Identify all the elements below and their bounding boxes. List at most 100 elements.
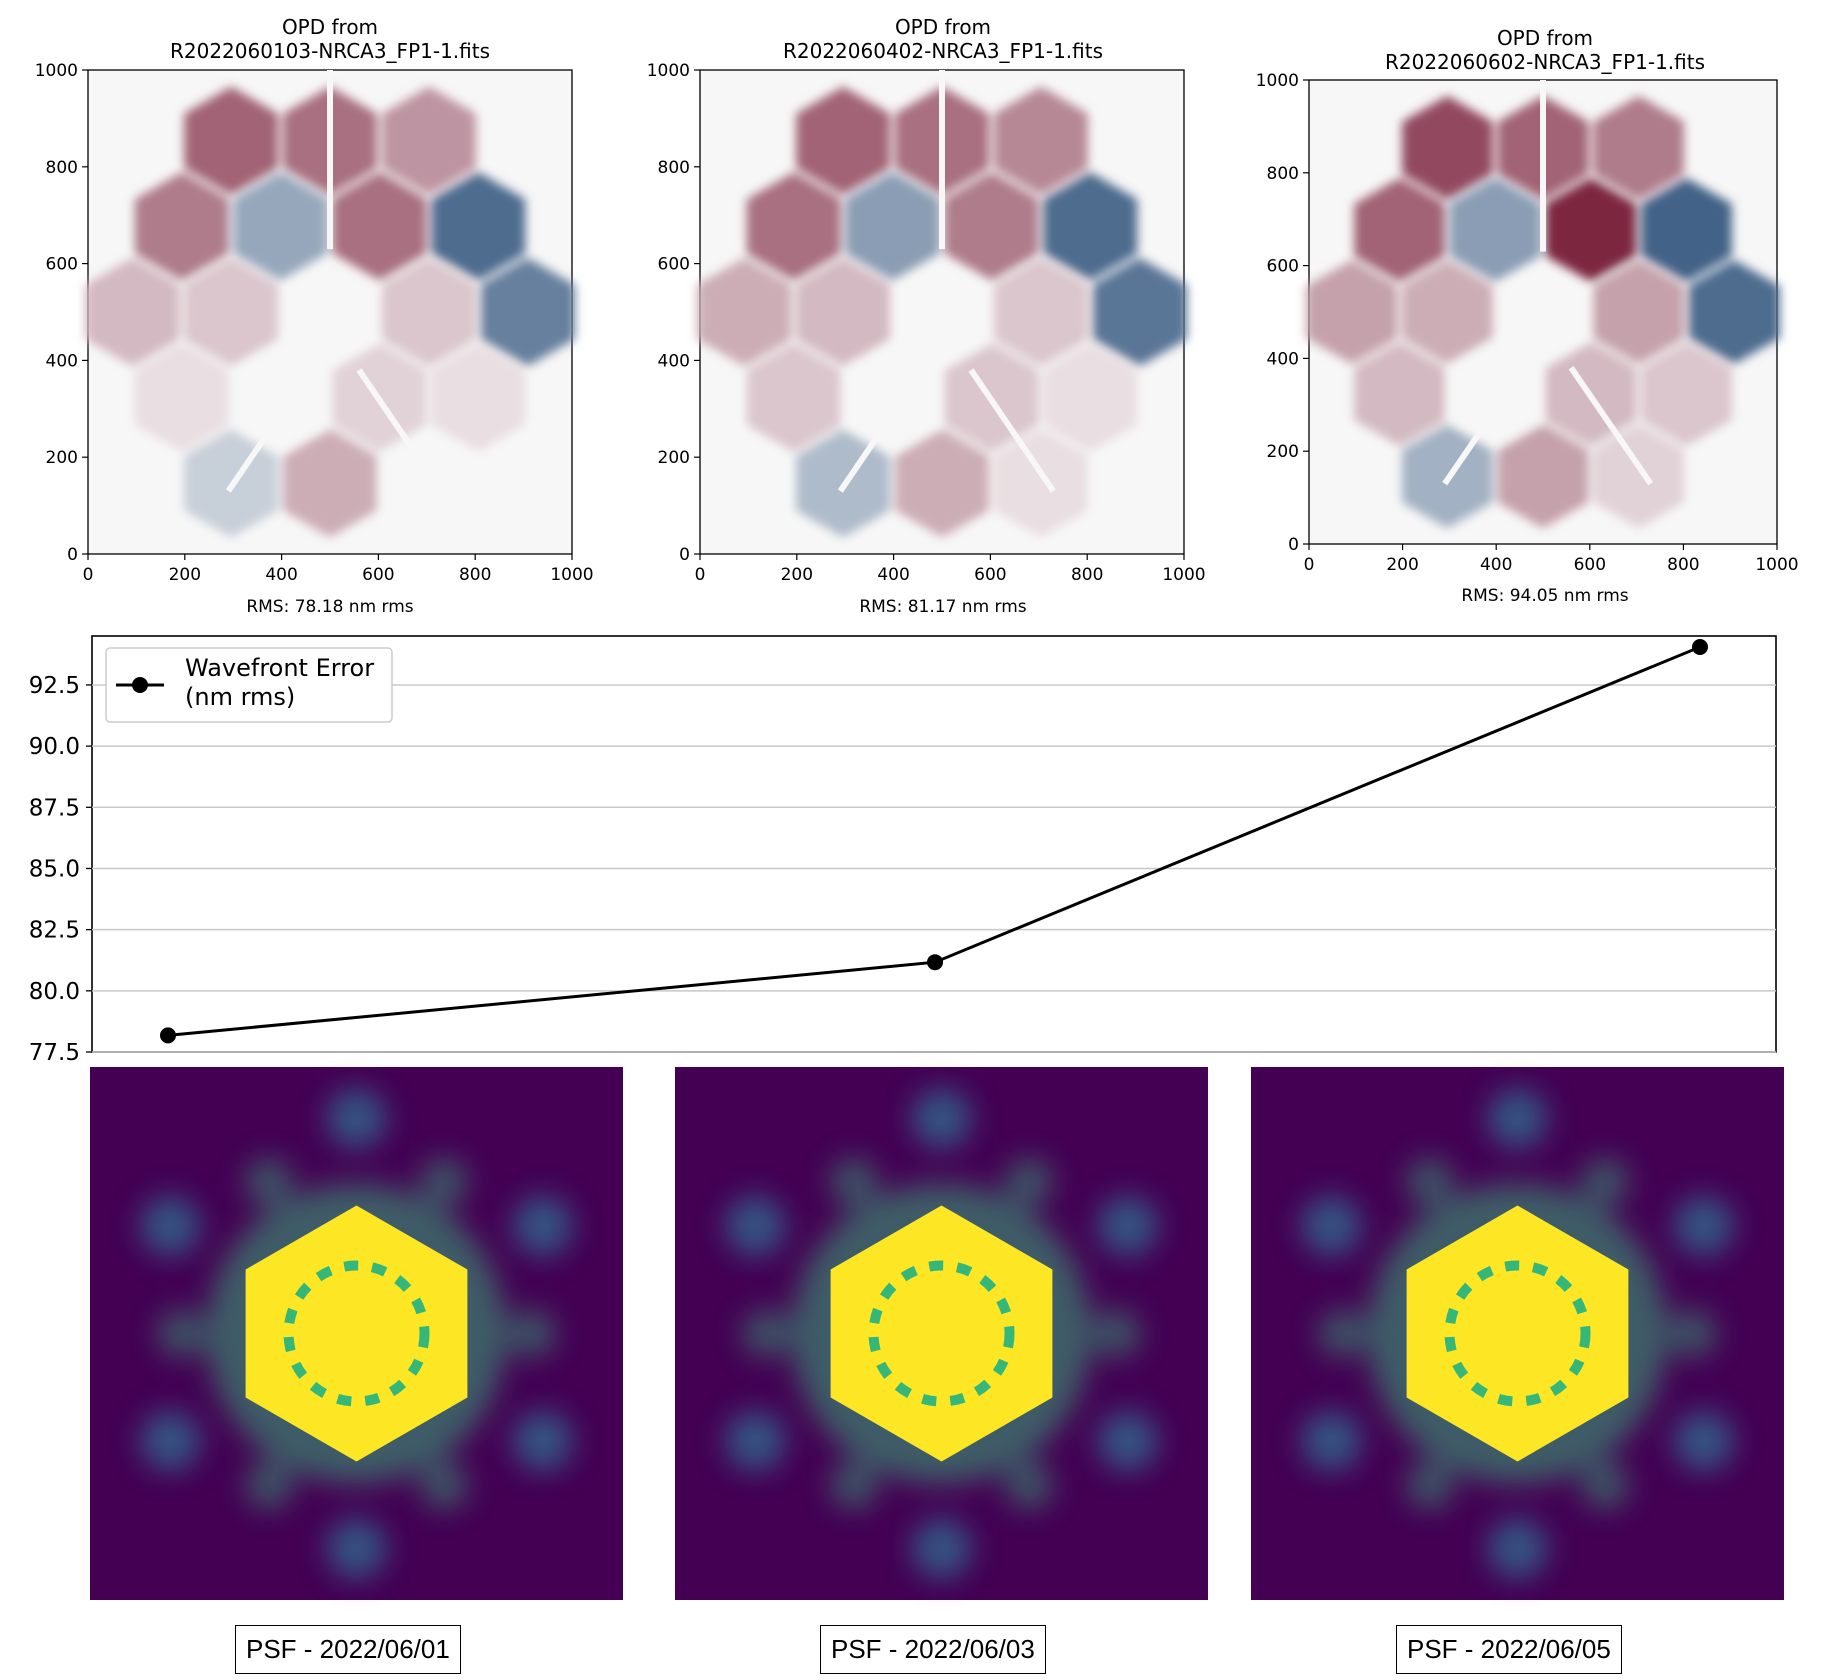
psf-speckle [420, 1461, 468, 1510]
opd-title-line1: OPD from [282, 15, 378, 39]
opd-title-line1: OPD from [895, 15, 991, 39]
opd-x-tick-label: 600 [974, 565, 1006, 585]
opd-segments [85, 86, 575, 538]
psf-speckle [725, 1411, 786, 1471]
opd-panel-3: OPD from R2022060602-NRCA3_FP1-1.fits RM… [1256, 26, 1799, 606]
mirror-segment [332, 172, 427, 281]
opd-panel-1: OPD from R2022060103-NRCA3_FP1-1.fits RM… [35, 15, 594, 617]
psf-speckle [245, 1157, 293, 1206]
psf-speckle [830, 1461, 878, 1510]
psf-speckle [326, 1518, 387, 1579]
opd-x-tick-label: 200 [169, 565, 201, 585]
opd-title-line2: R2022060602-NRCA3_FP1-1.fits [1385, 50, 1705, 74]
mirror-segment [1402, 95, 1493, 200]
opd-strut [225, 368, 314, 493]
psf-speckle [1406, 1157, 1454, 1206]
opd-x-tick-label: 200 [781, 565, 813, 585]
legend-label-line2: (nm rms) [185, 683, 295, 711]
chart-series [160, 639, 1708, 1044]
mirror-segment [796, 257, 890, 367]
psf-speckle [1097, 1411, 1158, 1471]
mirror-segment [796, 86, 890, 195]
psf-speckle [1406, 1461, 1454, 1510]
opd-x-tick-label: 0 [695, 565, 706, 585]
opd-segments [1306, 95, 1780, 529]
psf-speckle [830, 1157, 878, 1206]
psf-label-1: PSF - 2022/06/01 [235, 1625, 461, 1674]
mirror-segment [845, 343, 940, 452]
mirror-segment [1641, 177, 1732, 282]
opd-rms-label: RMS: 81.17 nm rms [859, 597, 1026, 617]
mirror-segment [746, 343, 841, 452]
opd-y-tick-label: 800 [46, 158, 78, 178]
psf-speckle [1673, 1411, 1734, 1471]
psf-panel-2 [675, 1067, 1208, 1600]
psf-speckle [507, 1309, 556, 1358]
chart-y-tick-label: 85.0 [29, 856, 80, 882]
opd-y-tick-label: 800 [1267, 164, 1299, 184]
mirror-segment [382, 429, 476, 538]
opd-x-tick-label: 400 [877, 565, 909, 585]
opd-y-tick-label: 1000 [35, 61, 78, 81]
psf-speckle [1318, 1309, 1367, 1358]
mirror-segment [480, 257, 575, 367]
mirror-segment [1688, 260, 1780, 364]
opd-y-tick-label: 0 [679, 545, 690, 565]
psf-speckle [157, 1309, 206, 1358]
opd-x-tick-label: 0 [1304, 555, 1315, 575]
opd-strut [837, 368, 926, 493]
psf-speckle [512, 1411, 573, 1471]
mirror-segment [1593, 424, 1684, 529]
psf-speckle [326, 1088, 387, 1149]
opd-y-tick-label: 400 [658, 351, 690, 371]
psf-speckle [1581, 1157, 1629, 1206]
opd-y-tick-label: 0 [1288, 535, 1299, 555]
opd-x-tick-label: 400 [265, 565, 297, 585]
chart-legend: Wavefront Error (nm rms) [105, 647, 393, 723]
opd-y-tick-label: 800 [658, 158, 690, 178]
legend-box [105, 647, 393, 723]
mirror-segment [184, 257, 278, 367]
opd-title-line2: R2022060402-NRCA3_FP1-1.fits [783, 39, 1103, 63]
opd-segments [697, 86, 1187, 538]
wavefront-error-chart: 77.5 80.0 82.5 85.0 87.5 90.0 92.5 Wavefront E… [29, 635, 1777, 1066]
chart-y-tick-label: 87.5 [29, 795, 80, 821]
opd-x-tick-label: 600 [362, 565, 394, 585]
mirror-segment [1043, 172, 1138, 281]
mirror-segment [1593, 95, 1684, 200]
opd-y-tick-label: 1000 [1256, 71, 1299, 91]
opd-x-tick-label: 800 [1667, 555, 1699, 575]
psf-speckle [1673, 1196, 1734, 1256]
psf-label-3: PSF - 2022/06/05 [1396, 1625, 1622, 1674]
series-point [1692, 639, 1708, 656]
opd-y-tick-label: 600 [46, 255, 78, 275]
mirror-segment [994, 86, 1088, 195]
series-point [160, 1027, 176, 1044]
chart-y-tick-label: 92.5 [29, 673, 80, 699]
series-point [927, 954, 943, 971]
mirror-segment [1402, 260, 1493, 364]
psf-speckle [1005, 1157, 1053, 1206]
opd-x-tick-label: 800 [1071, 565, 1103, 585]
psf-core [830, 1205, 1053, 1462]
mirror-segment [1593, 260, 1684, 364]
chart-y-tick-label: 82.5 [29, 918, 80, 944]
mirror-segment [1043, 343, 1138, 452]
mirror-segment [1641, 342, 1732, 447]
psf-core [1406, 1205, 1629, 1462]
mirror-segment [233, 343, 328, 452]
opd-strut [1568, 365, 1654, 486]
chart-y-tick-label: 80.0 [29, 979, 80, 1005]
mirror-segment [382, 257, 476, 367]
opd-x-tick-label: 800 [459, 565, 491, 585]
mirror-segment [746, 172, 841, 281]
opd-x-tick-label: 400 [1480, 555, 1512, 575]
psf-speckle [1005, 1461, 1053, 1510]
opd-x-tick-label: 1000 [550, 565, 593, 585]
psf-core [245, 1205, 468, 1462]
psf-panel-3 [1251, 1067, 1784, 1600]
psf-dark-ring [283, 1260, 430, 1407]
mirror-segment [1449, 177, 1541, 282]
opd-strut [968, 368, 1056, 493]
